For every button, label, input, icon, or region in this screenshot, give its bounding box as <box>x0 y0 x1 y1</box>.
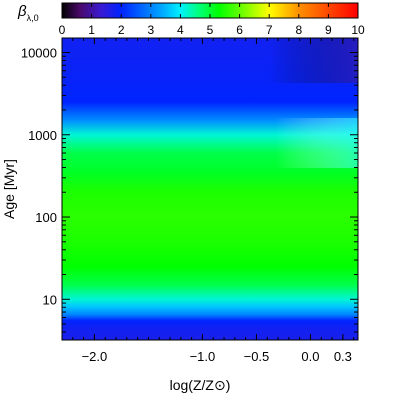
colorbar: βλ,0 0 1 2 3 4 5 6 7 8 9 10 <box>17 2 365 37</box>
y-tick-label: 10000 <box>21 45 57 60</box>
plot-frame <box>61 37 359 341</box>
heatmap-field <box>62 38 358 340</box>
colorbar-tick-label: 10 <box>351 23 365 37</box>
colorbar-tick-label: 7 <box>266 23 273 37</box>
colorbar-tick-label: 8 <box>295 23 302 37</box>
colorbar-tick-label: 6 <box>236 23 243 37</box>
x-axis-label: log(Z/Z⊙) <box>170 377 231 393</box>
metallicity-overlay-old <box>62 38 358 83</box>
x-tick-label: −2.0 <box>82 349 108 364</box>
colorbar-tick-label: 0 <box>59 23 66 37</box>
y-tick-label: 10 <box>43 292 57 307</box>
colorbar-ticks: 0 1 2 3 4 5 6 7 8 9 10 <box>59 3 365 37</box>
x-axis-ticks: −2.0 −1.0 −0.5 0.0 0.3 <box>72 38 355 364</box>
y-tick-label: 100 <box>35 210 57 225</box>
y-tick-label: 1000 <box>28 128 57 143</box>
x-tick-label: −0.5 <box>244 349 270 364</box>
colorbar-tick-label: 1 <box>88 23 95 37</box>
x-tick-label: −1.0 <box>190 349 216 364</box>
colorbar-tick-label: 5 <box>207 23 214 37</box>
x-tick-label: 0.0 <box>301 349 319 364</box>
x-tick-label: 0.3 <box>334 349 352 364</box>
y-axis-label: Age [Myr] <box>1 159 17 219</box>
plot-area: −2.0 −1.0 −0.5 0.0 0.3 10 100 1000 10000 <box>21 37 359 364</box>
colorbar-label: βλ,0 <box>17 3 39 23</box>
y-axis-ticks: 10 100 1000 10000 <box>21 45 358 333</box>
metallicity-overlay-1gyr <box>62 118 358 168</box>
colorbar-tick-label: 9 <box>325 23 332 37</box>
colorbar-tick-label: 2 <box>118 23 125 37</box>
colorbar-tick-label: 3 <box>147 23 154 37</box>
colorbar-tick-label: 4 <box>177 23 184 37</box>
